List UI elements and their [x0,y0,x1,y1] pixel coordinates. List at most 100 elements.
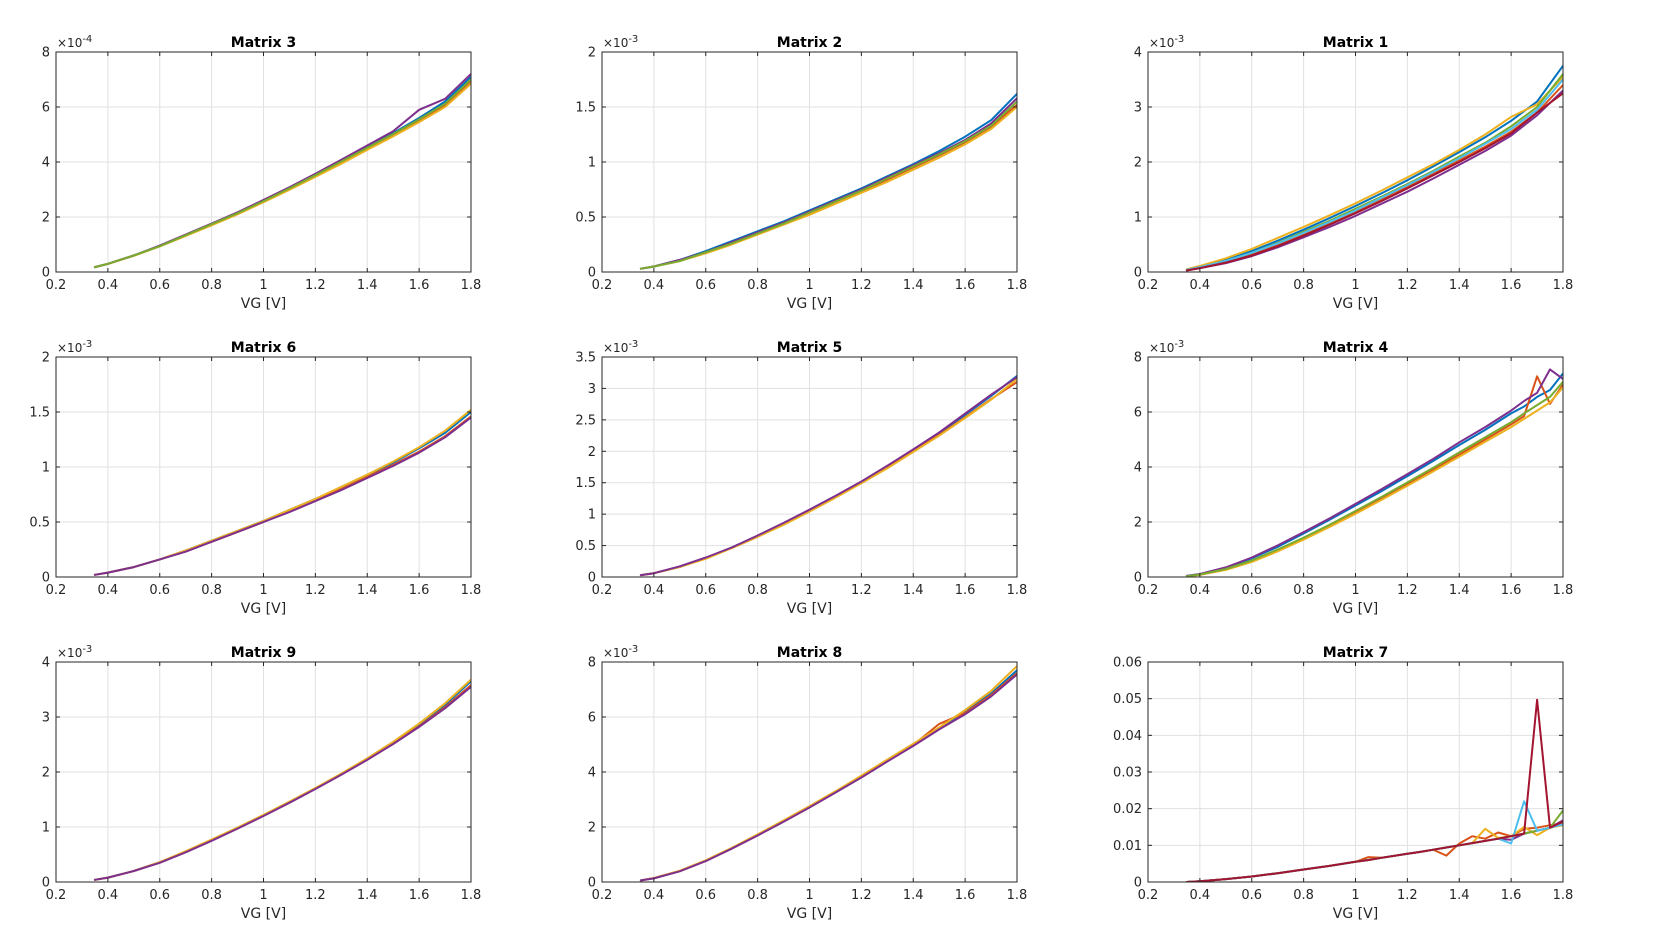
series-line-3 [93,82,471,269]
x-tick-label: 0.6 [149,888,170,903]
y-tick-label: 2 [42,351,50,366]
x-tick-label: 1 [805,278,813,293]
x-tick-label: 1.2 [305,278,326,293]
y-exponent-value: -3 [628,34,638,45]
x-tick-label: 1.6 [1501,888,1522,903]
x-tick-label: 1.8 [1007,278,1028,293]
axes-box [601,356,1018,578]
x-tick-label: 1.8 [1553,888,1574,903]
series-line-2 [639,381,1017,577]
x-tick-label: 0.8 [1293,278,1314,293]
x-tick-label: 0.6 [149,583,170,598]
series-group [639,92,1017,270]
y-tick-label: 2 [42,766,50,781]
x-tick-label: 1.4 [903,888,924,903]
series-line-2 [93,79,471,269]
y-tick-label: 2 [588,821,596,836]
series-line-5 [1185,380,1563,577]
series-group [1185,698,1563,882]
series-line-1 [1185,372,1563,577]
y-exponent-value: -3 [628,339,638,350]
x-tick-label: 0.4 [644,278,665,293]
x-tick-label: 1.2 [305,583,326,598]
series-line-3 [1185,75,1563,271]
x-tick-label: 1.6 [409,278,430,293]
x-axis-label: VG [V] [1333,906,1378,922]
y-tick-label: 3 [42,711,50,726]
y-exponent-value: -3 [82,339,92,350]
chart-title: Matrix 3 [231,35,296,51]
x-tick-label: 1 [805,888,813,903]
x-tick-label: 1.2 [851,583,872,598]
x-tick-label: 1.8 [1007,888,1028,903]
subplot-7: 0.2 0.4 0.6 0.8 1 1.2 1.4 1.6 1.8 0 1 2 3 4 Matrix 9 VG… [42,644,482,922]
x-tick-label: 1.8 [1553,583,1574,598]
series-line-4 [1185,819,1563,882]
gridlines [1148,52,1563,272]
x-tick-label: 1.2 [1397,888,1418,903]
subplot-1: 0.2 0.4 0.6 0.8 1 1.2 1.4 1.6 1.8 0 2 4 6 8 Matrix 3 VG… [42,34,482,312]
series-group [1185,368,1563,577]
x-tick-label: 1 [259,278,267,293]
x-tick-label: 1 [1351,583,1359,598]
y-tick-label: 2 [588,445,596,460]
y-tick-label: 1.5 [575,476,596,491]
axes-box [55,356,472,578]
y-tick-label: 0 [588,266,596,281]
x-axis-label: VG [V] [787,601,832,617]
gridlines [56,52,471,272]
series-group [93,678,471,881]
subplot-4: 0.2 0.4 0.6 0.8 1 1.2 1.4 1.6 1.8 0 0.5 1 1.5 2 Matrix… [29,339,481,617]
chart-title: Matrix 8 [777,645,842,661]
x-tick-label: 1.8 [461,583,482,598]
gridlines [56,357,471,577]
x-tick-label: 0.2 [1138,278,1159,293]
x-tick-label: 0.4 [644,888,665,903]
y-exponent-label: ×10-3 [603,644,638,660]
y-tick-label: 4 [1134,461,1142,476]
y-tick-label: 2 [42,211,50,226]
subplot-9: 0.2 0.4 0.6 0.8 1 1.2 1.4 1.6 1.8 0 0.01 0.02 0.03 0.… [1113,645,1573,922]
y-tick-label: 3 [1134,101,1142,116]
series-line-1 [93,75,471,269]
y-tick-label: 1 [1134,211,1142,226]
x-tick-label: 0.8 [201,888,222,903]
x-tick-label: 1 [1351,278,1359,293]
gridlines [56,662,471,882]
axes-box [601,51,1018,273]
x-tick-label: 1.6 [409,888,430,903]
series-line-2 [639,103,1017,270]
series-line-7 [1185,698,1563,882]
y-tick-label: 0 [588,571,596,586]
x-tick-label: 0.8 [201,278,222,293]
chart-title: Matrix 2 [777,35,842,51]
x-tick-label: 1.4 [357,583,378,598]
x-tick-label: 1.2 [1397,583,1418,598]
series-line-2 [1185,822,1563,882]
x-tick-label: 1 [805,583,813,598]
x-axis-label: VG [V] [241,296,286,312]
series-line-4 [1185,368,1563,577]
subplot-6: 0.2 0.4 0.6 0.8 1 1.2 1.4 1.6 1.8 0 2 4 6 8 Matrix 4 VG… [1134,339,1574,617]
subplot-3: 0.2 0.4 0.6 0.8 1 1.2 1.4 1.6 1.8 0 1 2 3 4 Matrix 1 VG… [1134,34,1574,312]
series-group [639,665,1017,882]
y-tick-label: 4 [588,766,596,781]
y-tick-label: 0 [1134,571,1142,586]
series-line-4 [93,73,471,269]
series-line-6 [1185,78,1563,271]
x-tick-label: 1.6 [955,278,976,293]
x-tick-label: 1.2 [1397,278,1418,293]
y-tick-label: 0.02 [1113,802,1142,817]
series-line-5 [93,78,471,269]
x-tick-label: 0.4 [98,278,119,293]
series-line-1 [1185,823,1563,882]
y-tick-label: 0 [1134,266,1142,281]
y-tick-label: 0 [42,571,50,586]
y-tick-label: 4 [1134,46,1142,61]
series-line-5 [639,100,1017,270]
chart-title: Matrix 4 [1323,340,1389,356]
x-tick-label: 1.4 [903,278,924,293]
y-tick-label: 1 [42,821,50,836]
series-line-4 [639,673,1017,882]
